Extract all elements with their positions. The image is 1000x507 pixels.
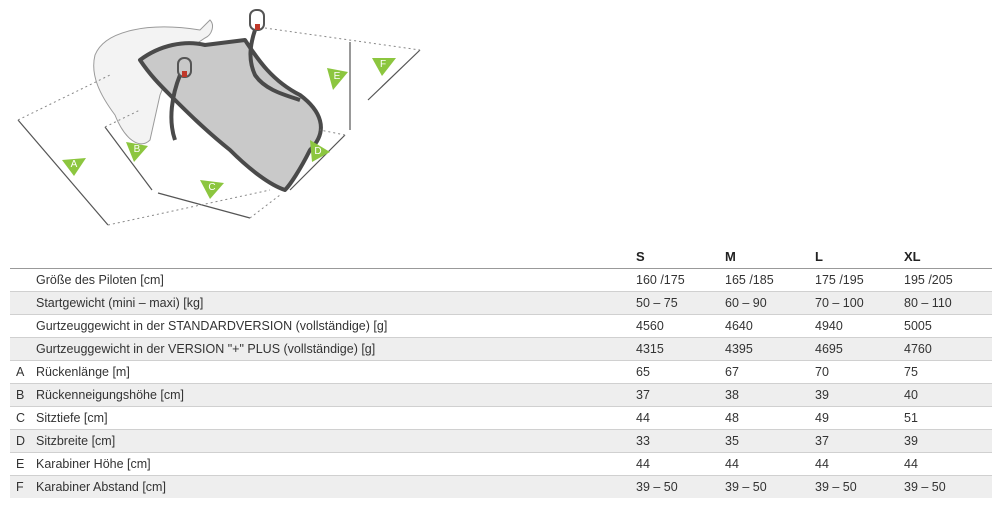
dimension-marker-f: F bbox=[372, 58, 396, 76]
svg-text:F: F bbox=[380, 59, 386, 70]
spec-value: 35 bbox=[725, 429, 815, 453]
table-row: Gurtzeuggewicht in der STANDARDVERSION (… bbox=[10, 314, 992, 338]
dimension-marker-e: E bbox=[327, 68, 348, 90]
spec-value: 4560 bbox=[636, 319, 664, 333]
spec-value: 5005 bbox=[904, 319, 932, 333]
table-row: A Rückenlänge [m] 65 67 70 75 bbox=[10, 360, 992, 384]
spec-value: 39 – 50 bbox=[636, 475, 725, 498]
spec-label: Startgewicht (mini – maxi) [kg] bbox=[36, 291, 636, 315]
svg-text:C: C bbox=[208, 182, 215, 193]
svg-text:B: B bbox=[134, 144, 141, 155]
spec-value: 4640 bbox=[725, 319, 753, 333]
size-header-s: S bbox=[636, 249, 645, 264]
spec-value: 48 bbox=[725, 411, 739, 425]
spec-value: 39 bbox=[815, 383, 904, 407]
spec-value: 4760 bbox=[904, 337, 992, 361]
spec-value: 44 bbox=[815, 457, 829, 471]
dimension-letter: B bbox=[10, 383, 36, 407]
spec-value: 33 bbox=[636, 429, 725, 453]
spec-value: 38 bbox=[725, 383, 815, 407]
table-header-row: S M L XL bbox=[10, 245, 992, 269]
spec-value: 49 bbox=[815, 411, 829, 425]
table-row: F Karabiner Abstand [cm] 39 – 50 39 – 50 39 … bbox=[10, 475, 992, 498]
dimension-letter: C bbox=[16, 411, 26, 425]
spec-value: 44 bbox=[636, 457, 650, 471]
harness-strap bbox=[248, 29, 301, 102]
spec-value: 39 – 50 bbox=[725, 475, 815, 498]
spec-value: 4315 bbox=[636, 337, 725, 361]
spec-value: 4940 bbox=[815, 319, 843, 333]
spec-value: 60 – 90 bbox=[725, 291, 815, 315]
dimension-marker-a: A bbox=[62, 158, 86, 176]
spec-label: Karabiner Höhe [cm] bbox=[36, 457, 151, 471]
carabiner-icon bbox=[249, 9, 265, 31]
svg-text:A: A bbox=[71, 159, 78, 170]
spec-value: 75 bbox=[904, 365, 918, 379]
dimension-letter: F bbox=[10, 475, 36, 498]
spec-value: 70 – 100 bbox=[815, 291, 904, 315]
dimension-letter: A bbox=[16, 365, 25, 379]
spec-value: 67 bbox=[725, 365, 739, 379]
carabiner-icon bbox=[177, 57, 192, 78]
spec-label: Gurtzeuggewicht in der STANDARDVERSION (… bbox=[36, 319, 388, 333]
spec-value: 39 – 50 bbox=[815, 475, 904, 498]
spec-label: Größe des Piloten [cm] bbox=[36, 273, 164, 287]
harness-leg-strap bbox=[169, 74, 182, 141]
spec-value: 39 bbox=[904, 429, 992, 453]
spec-value: 37 bbox=[636, 383, 725, 407]
spec-label: Sitzbreite [cm] bbox=[36, 429, 636, 453]
spec-label: Karabiner Abstand [cm] bbox=[36, 475, 636, 498]
spec-value: 40 bbox=[904, 383, 992, 407]
dimension-marker-b: B bbox=[126, 142, 148, 162]
table-row: Größe des Piloten [cm] 160 /175 165 /185 17… bbox=[10, 268, 992, 292]
spec-value: 51 bbox=[904, 411, 918, 425]
spec-label: Gurtzeuggewicht in der VERSION "+" PLUS … bbox=[36, 337, 636, 361]
spec-label: Rückenneigungshöhe [cm] bbox=[36, 383, 636, 407]
dimension-letter bbox=[10, 337, 36, 361]
dimension-marker-c: C bbox=[200, 180, 224, 199]
spec-value: 44 bbox=[725, 457, 739, 471]
spec-value: 160 /175 bbox=[636, 273, 685, 287]
size-header-l: L bbox=[815, 249, 823, 264]
table-row: Gurtzeuggewicht in der VERSION "+" PLUS … bbox=[10, 337, 992, 361]
dimension-letter bbox=[10, 269, 36, 292]
spec-value: 4695 bbox=[815, 337, 904, 361]
harness-diagram: A B C D E F bbox=[17, 9, 421, 226]
specs-table: S M L XL Größe des Piloten [cm] 160 /175 1… bbox=[10, 245, 992, 498]
spec-value: 70 bbox=[815, 365, 829, 379]
spec-value: 50 – 75 bbox=[636, 291, 725, 315]
spec-label: Sitztiefe [cm] bbox=[36, 411, 108, 425]
table-row: E Karabiner Höhe [cm] 44 44 44 44 bbox=[10, 452, 992, 476]
dimension-letter: E bbox=[16, 457, 25, 471]
dimension-lines bbox=[17, 42, 421, 226]
spec-value: 80 – 110 bbox=[904, 291, 992, 315]
spec-value: 65 bbox=[636, 365, 650, 379]
spec-value: 44 bbox=[904, 457, 918, 471]
spec-value: 165 /185 bbox=[725, 273, 774, 287]
spec-value: 175 /195 bbox=[815, 273, 864, 287]
spec-value: 37 bbox=[815, 429, 904, 453]
svg-text:E: E bbox=[334, 71, 341, 82]
spec-label: Rückenlänge [m] bbox=[36, 365, 130, 379]
harness-body bbox=[138, 38, 323, 192]
table-row: Startgewicht (mini – maxi) [kg] 50 – 75 60… bbox=[10, 291, 992, 315]
table-row: B Rückenneigungshöhe [cm] 37 38 39 40 bbox=[10, 383, 992, 407]
spec-value: 44 bbox=[636, 411, 650, 425]
table-row: C Sitztiefe [cm] 44 48 49 51 bbox=[10, 406, 992, 430]
table-row: D Sitzbreite [cm] 33 35 37 39 bbox=[10, 429, 992, 453]
size-header-m: M bbox=[725, 249, 736, 264]
dimension-letter: D bbox=[10, 429, 36, 453]
svg-text:D: D bbox=[314, 146, 321, 157]
size-header-xl: XL bbox=[904, 249, 921, 264]
spec-value: 39 – 50 bbox=[904, 475, 992, 498]
spec-value: 4395 bbox=[725, 337, 815, 361]
dimension-marker-d: D bbox=[310, 140, 330, 162]
dimension-letter bbox=[10, 315, 36, 338]
dimension-letter bbox=[10, 291, 36, 315]
spec-value: 195 /205 bbox=[904, 273, 953, 287]
